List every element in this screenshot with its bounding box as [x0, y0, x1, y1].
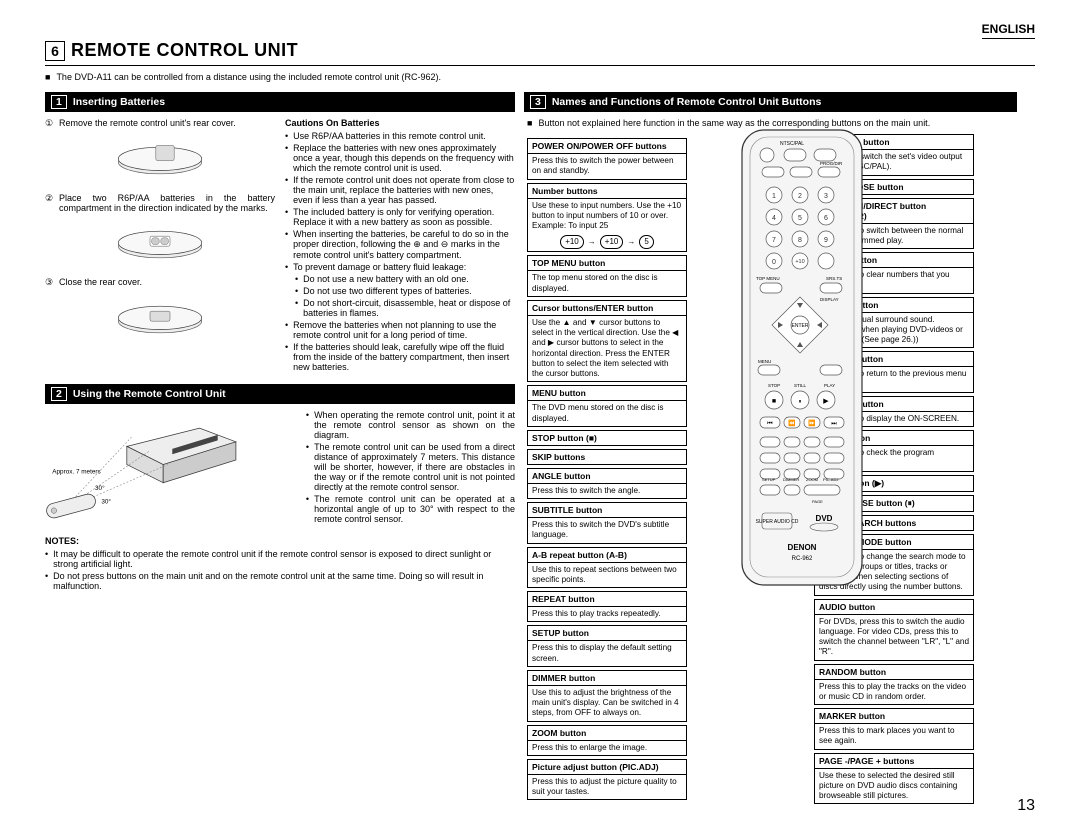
- caution-item: If the batteries should leak, carefully …: [285, 342, 515, 372]
- section-number: 6: [45, 41, 65, 61]
- svg-text:DISPLAY: DISPLAY: [820, 297, 839, 302]
- sec2-header: 2 Using the Remote Control Unit: [45, 384, 515, 404]
- svg-text:STOP: STOP: [768, 383, 780, 388]
- main-title-row: 6 REMOTE CONTROL UNIT: [45, 40, 1035, 66]
- svg-text:PLAY: PLAY: [824, 383, 835, 388]
- svg-text:TOP MENU: TOP MENU: [756, 276, 780, 281]
- svg-text:0: 0: [772, 259, 776, 266]
- svg-text:PIC.ADJ: PIC.ADJ: [823, 477, 838, 482]
- svg-text:PROG/DIR: PROG/DIR: [820, 161, 843, 166]
- callout: A-B repeat button (A-B)Use this to repea…: [527, 547, 687, 589]
- caution-item: The included battery is only for verifyi…: [285, 207, 515, 227]
- callout: MENU buttonThe DVD menu stored on the di…: [527, 385, 687, 427]
- svg-text:NTSC/PAL: NTSC/PAL: [780, 141, 804, 147]
- svg-text:⏪: ⏪: [788, 419, 796, 427]
- main-title: REMOTE CONTROL UNIT: [71, 40, 298, 61]
- svg-text:DIMMER: DIMMER: [783, 477, 799, 482]
- svg-text:30°: 30°: [101, 498, 111, 506]
- callout: ANGLE buttonPress this to switch the ang…: [527, 468, 687, 499]
- svg-text:RC-962: RC-962: [792, 556, 813, 562]
- svg-text:+10: +10: [795, 259, 804, 265]
- caution-item: To prevent damage or battery fluid leaka…: [285, 262, 515, 272]
- callout: ZOOM buttonPress this to enlarge the ima…: [527, 725, 687, 756]
- svg-text:⏭: ⏭: [831, 421, 837, 427]
- svg-text:DENON: DENON: [788, 543, 817, 552]
- svg-text:SUPER AUDIO CD: SUPER AUDIO CD: [756, 519, 799, 525]
- op-item: The remote control unit can be operated …: [306, 494, 515, 524]
- language-label: ENGLISH: [982, 22, 1035, 39]
- svg-text:⏸: ⏸: [798, 399, 801, 405]
- svg-text:PAGE: PAGE: [812, 499, 823, 504]
- svg-text:6: 6: [824, 215, 828, 222]
- step3: ③ Close the rear cover.: [45, 277, 275, 288]
- svg-text:⏮: ⏮: [767, 421, 773, 427]
- svg-text:4: 4: [772, 215, 776, 222]
- svg-text:9: 9: [824, 237, 828, 244]
- callout: TOP MENU buttonThe top menu stored on th…: [527, 255, 687, 297]
- svg-text:SETUP: SETUP: [762, 477, 776, 482]
- svg-text:■: ■: [772, 398, 776, 405]
- callout: REPEAT buttonPress this to play tracks r…: [527, 591, 687, 622]
- callout: PAGE -/PAGE + buttonsUse these to select…: [814, 753, 974, 805]
- svg-text:2: 2: [798, 193, 802, 200]
- svg-text:8: 8: [798, 237, 802, 244]
- svg-text:1: 1: [772, 193, 776, 200]
- callout: SUBTITLE buttonPress this to switch the …: [527, 502, 687, 544]
- callout: Cursor buttons/ENTER buttonUse the ▲ and…: [527, 300, 687, 383]
- step2: ② Place two R6P/AA batteries in the batt…: [45, 193, 275, 213]
- cautions-title: Cautions On Batteries: [285, 118, 515, 128]
- svg-text:ENTER: ENTER: [792, 323, 809, 329]
- svg-text:Approx. 7 meters: Approx. 7 meters: [52, 469, 100, 476]
- callout: AUDIO buttonFor DVDs, press this to swit…: [814, 599, 974, 661]
- note-item: Do not press buttons on the main unit an…: [45, 571, 515, 591]
- remote-illustration-3: [110, 292, 210, 342]
- svg-text:7: 7: [772, 237, 776, 244]
- svg-text:SRS.TS: SRS.TS: [826, 276, 842, 281]
- callout: RANDOM buttonPress this to play the trac…: [814, 664, 974, 706]
- intro-text: ■The DVD-A11 can be controlled from a di…: [45, 72, 1035, 82]
- step1: ① Remove the remote control unit's rear …: [45, 118, 275, 129]
- svg-text:ZOOM: ZOOM: [806, 477, 818, 482]
- callout: POWER ON/POWER OFF buttonsPress this to …: [527, 138, 687, 180]
- svg-text:3: 3: [824, 193, 828, 200]
- callout: SETUP buttonPress this to display the de…: [527, 625, 687, 667]
- player-illustration: Approx. 7 meters 30° 30°: [45, 410, 245, 528]
- note-item: It may be difficult to operate the remot…: [45, 549, 515, 569]
- caution-item: Use R6P/AA batteries in this remote cont…: [285, 131, 515, 141]
- notes-title: NOTES:: [45, 536, 515, 546]
- caution-item: Do not use a new battery with an old one…: [295, 274, 515, 284]
- caution-item: Remove the batteries when not planning t…: [285, 320, 515, 340]
- svg-text:30°: 30°: [95, 484, 105, 492]
- svg-text:5: 5: [798, 215, 802, 222]
- svg-text:MENU: MENU: [758, 359, 771, 364]
- caution-item: Do not short-circuit, disassemble, heat …: [295, 298, 515, 318]
- callout: SKIP buttons: [527, 449, 687, 465]
- callout: MARKER buttonPress this to mark places y…: [814, 708, 974, 750]
- callout: STOP button (■): [527, 430, 687, 446]
- remote-illustration-2: [110, 217, 210, 267]
- sec1-header: 1 Inserting Batteries: [45, 92, 515, 112]
- caution-item: If the remote control unit does not oper…: [285, 175, 515, 205]
- svg-text:STILL: STILL: [794, 383, 807, 388]
- callout: Picture adjust button (PIC.ADJ)Press thi…: [527, 759, 687, 801]
- callout: Number buttonsUse these to input numbers…: [527, 183, 687, 253]
- svg-text:⏩: ⏩: [808, 419, 816, 427]
- svg-text:▶: ▶: [823, 398, 829, 405]
- caution-item: Replace the batteries with new ones appr…: [285, 143, 515, 173]
- remote-diagram: NTSC/PAL PROG/DIR 1 2 3 4 5 6 7 8 9 0 +1…: [732, 125, 872, 597]
- page-number: 13: [1017, 797, 1035, 815]
- op-item: The remote control unit can be used from…: [306, 442, 515, 492]
- remote-illustration-1: [110, 133, 210, 183]
- callout: DIMMER buttonUse this to adjust the brig…: [527, 670, 687, 722]
- caution-item: Do not use two different types of batter…: [295, 286, 515, 296]
- svg-text:DVD: DVD: [816, 514, 833, 523]
- op-item: When operating the remote control unit, …: [306, 410, 515, 440]
- caution-item: When inserting the batteries, be careful…: [285, 229, 515, 260]
